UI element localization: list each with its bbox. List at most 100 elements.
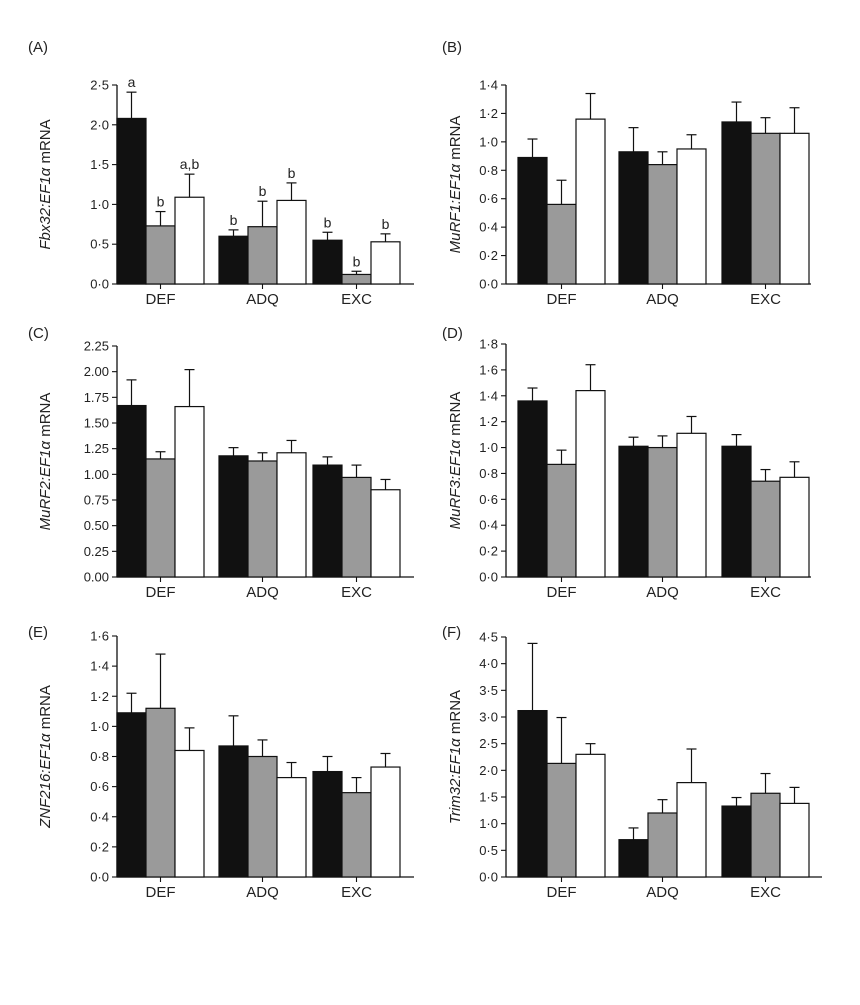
panel-c-y-tick-label: 0.00	[84, 570, 109, 585]
panel-b-y-axis-label: MuRF1:EF1α mRNA	[447, 116, 464, 254]
panel-f-y-tick-label: 3·5	[479, 683, 498, 698]
panel-f: (F) Trim32:EF1α mRNA 0·0 0·5 1·0 1·5 2·0 2·5 3·0…	[442, 624, 822, 901]
panel-c-y-tick-label: 1.75	[84, 390, 109, 405]
panel-c-y-tick-label: 1.25	[84, 441, 109, 456]
panel-b-y-tick-label: 0·0	[479, 277, 498, 292]
panel-a-def-black-significance-label: a	[128, 74, 136, 90]
panel-c-y-tick-label: 1.00	[84, 467, 109, 482]
panel-e-y-tick-label: 0·8	[90, 749, 109, 764]
panel-c: (C) MuRF2:EF1α mRNA 0.00 0.25 0.50 0.75 1.00 1.…	[28, 325, 414, 601]
panel-d-exc-black-bar	[721, 445, 752, 578]
panel-d-y-axis-label-unit: mRNA	[447, 392, 464, 440]
panel-d-exc-grey-bar	[750, 480, 781, 578]
panel-b-adq-black-bar	[618, 151, 649, 285]
panel-f-adq-white-bar	[676, 781, 707, 878]
panel-e-y-tick-label: 1·6	[90, 629, 109, 644]
panel-e-y-tick-label: 0·6	[90, 779, 109, 794]
panel-b-exc-white-bar	[779, 132, 810, 285]
panel-e-adq-grey-bar	[247, 755, 278, 878]
panel-f-exc-black-bar	[721, 805, 752, 878]
panel-c-y-tick-label: 0.25	[84, 544, 109, 559]
panel-f-y-axis-label-unit: mRNA	[447, 690, 464, 738]
panel-a-y-tick-label: 0·5	[90, 237, 109, 252]
panel-d-adq-white-bar	[676, 432, 707, 578]
panel-c-y-tick-label: 2.00	[84, 364, 109, 379]
panel-d-def-black-bar	[517, 400, 548, 578]
panel-a-exc-white-bar	[370, 241, 401, 285]
panel-d-y-tick-label: 0·4	[479, 518, 498, 533]
panel-b-y-axis-label-gene: MuRF1:EF1α	[447, 164, 464, 254]
panel-b-category-label: DEF	[547, 291, 577, 308]
panel-c-category-label: EXC	[341, 584, 372, 601]
panel-e-y-tick-label: 0·0	[90, 870, 109, 885]
panel-d-y-tick-label: 1·4	[479, 388, 498, 403]
panel-f-y-tick-label: 3·0	[479, 710, 498, 725]
panel-a-y-axis-label-gene: Fbx32:EF1α	[37, 167, 54, 249]
panel-a-adq-white-bar	[276, 199, 307, 285]
panel-a-exc-grey-bar	[341, 273, 372, 285]
panel-d-y-tick-label: 1·6	[479, 362, 498, 377]
panel-d-y-tick-label: 0·8	[479, 466, 498, 481]
panel-c-y-axis-label: MuRF2:EF1α mRNA	[37, 393, 54, 531]
panel-f-adq-black-bar	[618, 839, 649, 878]
panel-d-y-tick-label: 0·6	[479, 492, 498, 507]
panel-b-adq-white-bar	[676, 148, 707, 285]
panel-e-y-axis-label-gene: ZNF216:EF1α	[37, 733, 54, 829]
panel-a-exc-black-bar	[312, 239, 343, 285]
panel-b-adq-grey-bar	[647, 164, 678, 285]
panel-e-category-label: DEF	[146, 884, 176, 901]
panel-d-label: (D)	[442, 325, 463, 342]
panel-f-exc-white-bar	[779, 802, 810, 878]
panel-b-y-tick-label: 0·6	[479, 191, 498, 206]
panel-a-y-axis-label: Fbx32:EF1α mRNA	[37, 119, 54, 249]
panel-a-exc-white-significance-label: b	[382, 216, 390, 232]
panel-c-adq-white-bar	[276, 452, 307, 578]
panel-a-def-grey-significance-label: b	[157, 194, 165, 210]
panel-a-adq-black-significance-label: b	[230, 212, 238, 228]
panel-a-adq-grey-bar	[247, 226, 278, 285]
panel-a-category-label: DEF	[146, 291, 176, 308]
panel-d-y-tick-label: 0·2	[479, 544, 498, 559]
panel-d-category-label: ADQ	[646, 584, 679, 601]
panel-e-label: (E)	[28, 624, 48, 641]
panel-b-def-grey-bar	[546, 203, 577, 285]
panel-f-y-tick-label: 1·5	[479, 790, 498, 805]
panel-d-category-label: DEF	[547, 584, 577, 601]
panel-a-def-grey-bar	[145, 225, 176, 285]
panel-a: (A) Fbx32:EF1α mRNA 0·0 0·5 1·0 1·5 2·0 2·5 DEF A…	[28, 39, 414, 308]
panel-a-y-tick-label: 2·5	[90, 78, 109, 93]
panel-c-label: (C)	[28, 325, 49, 342]
panel-c-def-black-bar	[116, 404, 147, 578]
panel-f-y-tick-label: 1·0	[479, 816, 498, 831]
panel-f-category-label: EXC	[750, 884, 781, 901]
panel-c-category-label: ADQ	[246, 584, 279, 601]
panel-d-def-grey-bar	[546, 463, 577, 578]
panel-e-y-tick-label: 0·4	[90, 809, 109, 824]
panel-b-y-tick-label: 0·2	[479, 248, 498, 263]
panel-e-y-tick-label: 1·0	[90, 719, 109, 734]
panel-e-y-axis-label: ZNF216:EF1α mRNA	[37, 685, 54, 829]
panel-c-def-grey-bar	[145, 458, 176, 578]
panel-e: (E) ZNF216:EF1α mRNA 0·0 0·2 0·4 0·6 0·8 1·0 1·2…	[28, 624, 414, 901]
panel-e-y-tick-label: 1·2	[90, 689, 109, 704]
panel-d-y-tick-label: 1·0	[479, 440, 498, 455]
panel-b-category-label: EXC	[750, 291, 781, 308]
panel-f-y-tick-label: 0·5	[479, 843, 498, 858]
panel-c-y-tick-label: 1.50	[84, 416, 109, 431]
panel-a-exc-grey-significance-label: b	[353, 253, 361, 269]
panel-b-exc-grey-bar	[750, 132, 781, 285]
panel-c-exc-grey-bar	[341, 476, 372, 578]
panel-e-def-black-bar	[116, 712, 147, 878]
panel-e-y-axis-label-unit: mRNA	[37, 685, 54, 733]
panel-e-exc-grey-bar	[341, 792, 372, 878]
panel-a-adq-black-bar	[218, 235, 249, 285]
panel-a-y-tick-label: 1·0	[90, 197, 109, 212]
panel-c-adq-black-bar	[218, 455, 249, 578]
panel-e-exc-black-bar	[312, 770, 343, 878]
panel-a-adq-white-significance-label: b	[288, 165, 296, 181]
panel-a-y-tick-label: 0·0	[90, 277, 109, 292]
panel-d-y-axis-label: MuRF3:EF1α mRNA	[447, 392, 464, 530]
panel-b-y-tick-label: 1·0	[479, 134, 498, 149]
panel-f-y-tick-label: 4·0	[479, 656, 498, 671]
panel-b-y-tick-label: 1·4	[479, 78, 498, 93]
